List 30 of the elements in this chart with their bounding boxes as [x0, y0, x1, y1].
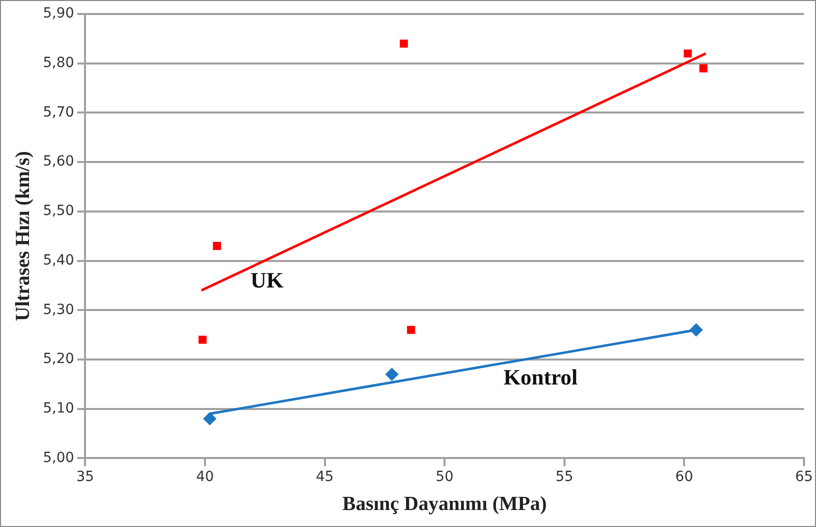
x-tick-label: 50	[436, 469, 454, 486]
x-tick-label: 45	[316, 469, 334, 486]
x-tick-label: 40	[196, 469, 214, 486]
point	[400, 40, 408, 48]
y-tick-label: 5,30	[43, 302, 74, 318]
y-tick-label: 5,80	[43, 54, 74, 71]
y-tick-label: 5,00	[43, 450, 74, 466]
series-label: UK	[250, 267, 284, 292]
y-tick-label: 5,70	[43, 104, 74, 120]
y-axis-title: Ultrases Hızı (km/s)	[12, 151, 34, 322]
x-tick-label: 35	[76, 469, 94, 486]
y-tick-label: 5,20	[43, 351, 74, 368]
x-tick-label: 65	[795, 469, 813, 486]
y-tick-label: 5,50	[43, 203, 74, 220]
y-tick-label: 5,40	[43, 252, 74, 268]
point	[407, 326, 416, 334]
point	[212, 242, 221, 250]
point	[203, 412, 216, 426]
point	[198, 336, 207, 344]
y-tick-label: 5,90	[43, 6, 74, 22]
point	[699, 64, 708, 72]
point	[684, 49, 692, 58]
y-tick-label: 5,60	[43, 154, 74, 170]
x-tick-label: 55	[555, 469, 574, 486]
x-tick-label: 60	[675, 469, 694, 486]
point	[385, 368, 398, 381]
series-label: Kontrol	[503, 364, 578, 390]
point	[690, 323, 703, 336]
y-tick-label: 5,10	[43, 400, 74, 416]
x-axis-title: Basınç Dayanımı (MPa)	[342, 493, 547, 516]
